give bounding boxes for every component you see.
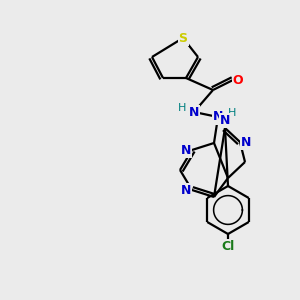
Text: O: O [233, 74, 243, 86]
Text: N: N [213, 110, 223, 124]
Text: N: N [181, 184, 191, 196]
Text: Cl: Cl [221, 239, 235, 253]
Text: H: H [178, 103, 186, 113]
Text: N: N [181, 143, 191, 157]
Text: S: S [178, 32, 188, 44]
Text: N: N [189, 106, 199, 118]
Text: N: N [220, 113, 230, 127]
Text: N: N [241, 136, 251, 148]
Text: H: H [228, 108, 236, 118]
